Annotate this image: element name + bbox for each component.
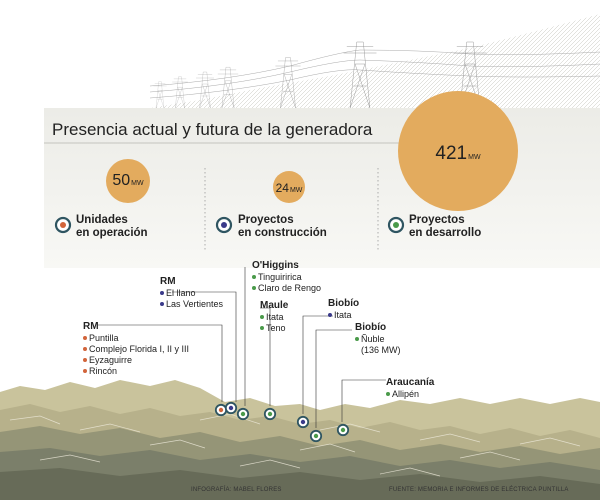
region-ohiggins-name: O'Higgins [252, 260, 299, 271]
category-construction-line2: en construcción [238, 227, 327, 239]
category-construction: Proyectos en construcción [238, 214, 327, 240]
circle-construction [273, 171, 305, 203]
map-marker-teno [263, 407, 277, 421]
unit-operation: MW [131, 180, 144, 187]
category-construction-line1: Proyectos [238, 214, 294, 226]
plant-rincon: Rincón [83, 366, 189, 377]
map-marker-el-llano [224, 401, 238, 415]
map-marker-allipen [336, 423, 350, 437]
unit-construction: MW [289, 187, 303, 194]
value-development: 421 [435, 143, 468, 164]
category-development-line1: Proyectos [409, 214, 465, 226]
terrain-map [0, 380, 600, 500]
region-biobio-2: Biobío Ñuble (136 MW) [355, 322, 401, 356]
region-rm-left: RM Puntilla Complejo Florida I, II y III… [83, 321, 189, 377]
credit-source: FUENTE: MEMORIA E INFORMES DE ELÉCTRICA … [389, 487, 569, 493]
unit-development: MW [468, 154, 481, 161]
plant-tinguiririca: Tinguiririca [252, 272, 321, 283]
region-biobio-1: Biobío Itata [328, 298, 359, 321]
region-rm-top-name: RM [160, 276, 176, 287]
plant-claro-de-rengo: Claro de Rengo [252, 283, 321, 294]
plant-eyzaguirre: Eyzaguirre [83, 355, 189, 366]
power-lines [149, 49, 600, 99]
leader-lines [98, 267, 386, 428]
plant-nuble: Ñuble [355, 334, 401, 345]
background-hills [150, 14, 600, 108]
legend-marker-development [387, 216, 405, 234]
plant-itata-maule: Itata [260, 312, 288, 323]
region-rm-top: RM El llano Las Vertientes [160, 276, 223, 310]
plant-allipen: Allipén [386, 389, 434, 400]
category-operation-line2: en operación [76, 227, 148, 239]
region-biobio-2-name: Biobío [355, 322, 387, 333]
circle-operation [106, 159, 150, 203]
plant-puntilla: Puntilla [83, 333, 189, 344]
plant-complejo-florida: Complejo Florida I, II y III [83, 344, 189, 355]
region-ohiggins: O'Higgins Tinguiririca Claro de Rengo [252, 260, 321, 294]
plant-las-vertientes: Las Vertientes [160, 299, 223, 310]
page-title: Presencia actual y futura de la generado… [52, 120, 373, 139]
region-biobio-1-name: Biobío [328, 298, 360, 309]
plant-teno: Teno [260, 323, 288, 334]
plant-nuble-capacity: (136 MW) [361, 345, 401, 355]
category-development-line2: en desarrollo [409, 227, 482, 239]
category-operation: Unidades en operación [76, 214, 148, 240]
circle-operation-label: 50MW [106, 172, 150, 190]
region-maule-name: Maule [260, 300, 289, 311]
region-araucania: Araucanía Allipén [386, 377, 434, 400]
map-marker-tinguiririca [236, 407, 250, 421]
map-marker-puntilla [214, 403, 228, 417]
credit-infographic: INFOGRAFÍA: MABEL FLORES [191, 487, 282, 493]
circle-construction-label: 24MW [273, 181, 305, 195]
category-development: Proyectos en desarrollo [409, 214, 481, 240]
map-marker-nuble [309, 429, 323, 443]
value-construction: 24 [275, 181, 289, 195]
plant-itata-biobio: Itata [328, 310, 359, 321]
region-araucania-name: Araucanía [386, 377, 435, 388]
map-marker-itata [296, 415, 310, 429]
circle-development-label: 421MW [418, 143, 498, 165]
transmission-towers [153, 41, 487, 109]
value-operation: 50 [112, 172, 131, 189]
region-maule: Maule Itata Teno [260, 300, 288, 334]
legend-marker-operation [54, 216, 72, 234]
circle-development [398, 91, 518, 211]
plant-el-llano: El llano [160, 288, 223, 299]
region-rm-left-name: RM [83, 321, 99, 332]
legend-marker-construction [215, 216, 233, 234]
category-operation-line1: Unidades [76, 214, 128, 226]
